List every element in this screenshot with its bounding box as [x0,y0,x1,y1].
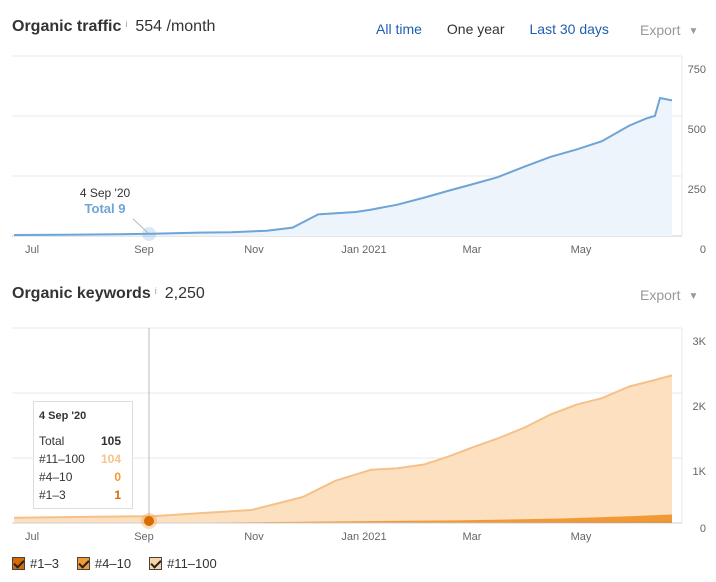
x-tick-label: Jul [25,531,39,543]
checkbox-icon[interactable] [76,557,90,570]
tooltip-row-label: #1–3 [39,488,66,502]
tooltip-row-label: #4–10 [39,470,73,484]
tooltip-row-value: 104 [100,452,121,466]
chevron-down-icon: ▼ [688,291,699,302]
keywords-value: 2,250 [164,285,205,302]
y-tick-label: 250 [688,184,706,196]
range-one-year[interactable]: One year [446,21,505,37]
traffic-chart: 750 500 250 0 Jul Sep Nov Jan 2021 Mar M… [12,55,706,256]
legend-item-4-10[interactable]: #4–10 [76,556,132,571]
tooltip-row-label: #11–100 [39,452,85,466]
legend-label: #1–3 [30,556,59,571]
keywords-export-button[interactable]: Export ▼ [640,287,698,303]
traffic-info-icon[interactable]: i [125,19,128,29]
x-tick-label: Mar [463,531,482,543]
keywords-legend: #1–3 #4–10 #11–100 [12,556,235,571]
tooltip-row-1-3: #1–3 1 [39,486,121,504]
tooltip-row-total: Total 105 [39,432,121,450]
hover-point [144,516,154,526]
tooltip-connector [131,217,149,234]
y-tick-label: 2K [693,401,707,413]
traffic-export-button[interactable]: Export ▼ [640,22,698,38]
range-last-30-days[interactable]: Last 30 days [529,21,609,37]
traffic-line [13,96,673,236]
tooltip-row-11-100: #11–100 104 [39,450,121,468]
checkbox-icon[interactable] [12,557,25,570]
hover-point [142,227,156,241]
x-tick-label: Nov [244,244,264,256]
x-tick-label: May [571,244,592,256]
traffic-tooltip-date: 4 Sep '20 [79,186,131,200]
keywords-tooltip: 4 Sep '20 Total 105 #11–100 104 #4–10 0 … [33,401,133,509]
legend-item-11-100[interactable]: #11–100 [149,556,217,571]
y-tick-label: 500 [688,124,706,136]
tooltip-row-4-10: #4–10 0 [39,468,121,486]
y-tick-label: 0 [700,523,706,535]
legend-label: #4–10 [94,556,132,571]
traffic-tooltip-total: Total 9 [84,201,126,216]
checkbox-icon[interactable] [149,557,163,570]
tooltip-row-value: 0 [114,470,121,484]
x-tick-label: Jan 2021 [341,244,386,256]
x-tick-label: Mar [463,244,482,256]
x-tick-label: Jul [25,244,39,256]
series-4-10-area [14,514,672,523]
legend-item-1-3[interactable]: #1–3 [12,556,59,571]
x-tick-label: Jan 2021 [341,531,386,543]
traffic-area [14,98,672,236]
x-tick-label: Sep [134,244,154,256]
keywords-title: Organic keywords [12,285,151,302]
x-tick-label: May [571,531,592,543]
keywords-tooltip-date: 4 Sep '20 [39,410,87,422]
traffic-header: Organic traffic i 554 /month [12,18,215,42]
tooltip-row-label: Total [39,434,65,448]
traffic-value: 554 /month [135,18,216,35]
range-selector: All time One year Last 30 days [376,21,634,37]
x-tick-label: Nov [244,531,264,543]
chevron-down-icon: ▼ [688,26,699,37]
traffic-title: Organic traffic [12,18,122,35]
x-tick-label: Sep [134,531,154,543]
series-11-100-area [14,375,672,523]
series-11-100-line [13,374,673,519]
range-all-time[interactable]: All time [376,21,422,37]
y-tick-label: 0 [700,244,706,256]
tooltip-row-value: 105 [100,434,121,448]
keywords-header: Organic keywords i 2,250 [12,285,205,309]
traffic-tooltip: 4 Sep '20 Total 9 [77,182,133,220]
legend-label: #11–100 [167,556,217,571]
y-tick-label: 1K [693,466,707,478]
y-tick-label: 750 [688,64,706,76]
traffic-export-label: Export [640,22,681,38]
keywords-info-icon[interactable]: i [154,286,157,296]
keywords-export-label: Export [640,287,681,303]
y-tick-label: 3K [693,336,707,348]
tooltip-row-value: 1 [114,488,121,502]
keywords-chart: 3K 2K 1K 0 Jul Sep Nov Jan 2021 Mar May [12,327,707,543]
